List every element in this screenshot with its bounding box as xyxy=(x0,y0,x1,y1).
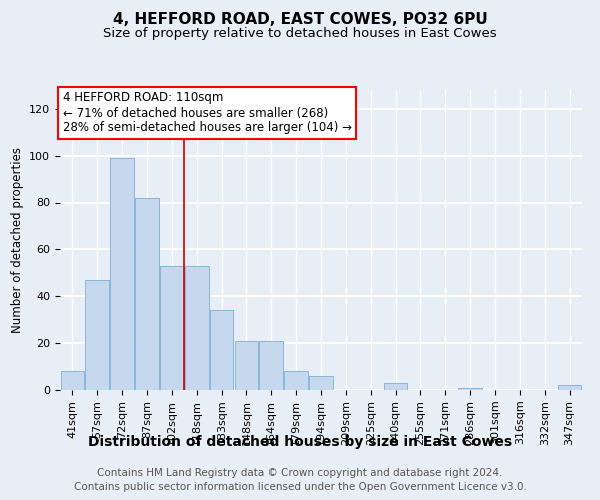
Y-axis label: Number of detached properties: Number of detached properties xyxy=(11,147,23,333)
Bar xyxy=(85,280,109,390)
Bar xyxy=(185,266,209,390)
Bar xyxy=(235,341,258,390)
Text: 4 HEFFORD ROAD: 110sqm
← 71% of detached houses are smaller (268)
28% of semi-de: 4 HEFFORD ROAD: 110sqm ← 71% of detached… xyxy=(62,92,352,134)
Text: 4, HEFFORD ROAD, EAST COWES, PO32 6PU: 4, HEFFORD ROAD, EAST COWES, PO32 6PU xyxy=(113,12,487,28)
Bar xyxy=(458,388,482,390)
Bar xyxy=(110,158,134,390)
Bar xyxy=(309,376,333,390)
Bar xyxy=(384,383,407,390)
Text: Distribution of detached houses by size in East Cowes: Distribution of detached houses by size … xyxy=(88,435,512,449)
Bar xyxy=(61,371,84,390)
Bar xyxy=(558,386,581,390)
Bar xyxy=(160,266,184,390)
Bar xyxy=(259,341,283,390)
Bar xyxy=(284,371,308,390)
Text: Size of property relative to detached houses in East Cowes: Size of property relative to detached ho… xyxy=(103,28,497,40)
Text: Contains public sector information licensed under the Open Government Licence v3: Contains public sector information licen… xyxy=(74,482,526,492)
Bar xyxy=(135,198,159,390)
Text: Contains HM Land Registry data © Crown copyright and database right 2024.: Contains HM Land Registry data © Crown c… xyxy=(97,468,503,477)
Bar xyxy=(210,310,233,390)
